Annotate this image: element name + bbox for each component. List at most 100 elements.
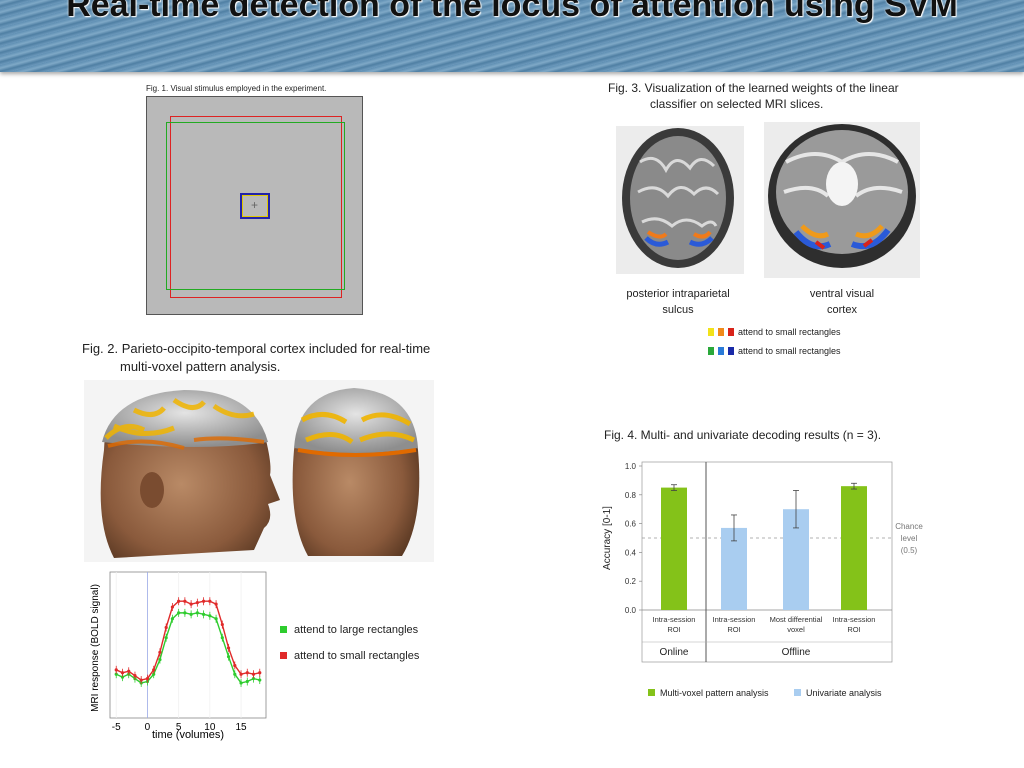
bold-data-point bbox=[177, 599, 181, 603]
bold-legend-label: attend to large rectangles bbox=[294, 624, 419, 636]
bold-data-point bbox=[226, 646, 231, 650]
fig1-yellow-small-rectangle bbox=[242, 195, 268, 217]
bold-data-point bbox=[251, 672, 256, 676]
fig1-green-rectangle bbox=[166, 122, 345, 290]
group-label-offline: Offline bbox=[782, 647, 811, 658]
accuracy-category-label: voxel bbox=[787, 625, 805, 634]
accuracy-category-label: Intra-session bbox=[833, 615, 876, 624]
fig3-caption-line1: Fig. 3. Visualization of the learned wei… bbox=[608, 81, 899, 95]
bold-data-point bbox=[152, 668, 156, 672]
bold-x-tick-label: 15 bbox=[235, 722, 247, 733]
bold-data-point bbox=[258, 678, 262, 682]
bold-data-point bbox=[214, 617, 218, 621]
accuracy-bar bbox=[721, 527, 747, 610]
accuracy-bar-chart: Accuracy [0-1] 0.0 0.2 0.4 0.6 0.8 1.0 Intra-… bbox=[602, 461, 923, 698]
legend-swatch-red bbox=[728, 328, 734, 336]
bold-data-point bbox=[120, 675, 125, 679]
fig2-brain-head-images bbox=[84, 380, 434, 562]
group-label-online: Online bbox=[660, 647, 689, 658]
accuracy-y-axis-label: Accuracy [0-1] bbox=[602, 506, 613, 570]
side-view-head bbox=[100, 390, 281, 558]
fig3-label-right-line1: ventral visual bbox=[809, 288, 875, 300]
legend-swatch-blue bbox=[718, 347, 724, 355]
accuracy-category-label: ROI bbox=[667, 625, 680, 634]
bold-data-point bbox=[127, 669, 131, 673]
bold-data-point bbox=[239, 672, 243, 676]
title-banner: Real-time detection of the locus of atte… bbox=[0, 0, 1024, 72]
fig1-red-rectangle bbox=[170, 116, 342, 298]
fig1-caption: Fig. 1. Visual stimulus employed in the … bbox=[146, 84, 327, 93]
bold-data-point bbox=[189, 602, 193, 606]
fig2-caption-line2: multi-voxel pattern analysis. bbox=[120, 359, 281, 374]
fig1-fixation-cross: + bbox=[251, 198, 259, 212]
accuracy-y-tick-label: 0.4 bbox=[625, 548, 637, 557]
bold-data-point bbox=[158, 650, 162, 654]
chance-label-line2: level bbox=[901, 534, 918, 543]
bold-data-point bbox=[139, 678, 143, 682]
accuracy-bar bbox=[661, 487, 687, 610]
fig3-label-left-line1: posterior intraparietal bbox=[626, 288, 730, 300]
bold-data-point bbox=[183, 611, 187, 615]
fig2-caption-line1: Fig. 2. Parieto-occipito-temporal cortex… bbox=[82, 341, 431, 356]
bold-data-point bbox=[233, 672, 237, 676]
bold-data-point bbox=[220, 636, 224, 640]
bold-data-point bbox=[158, 658, 162, 662]
accuracy-bar bbox=[841, 486, 867, 610]
bold-data-point bbox=[233, 663, 237, 668]
legend-swatch-orange bbox=[718, 328, 724, 336]
fig3-label-left-line2: sulcus bbox=[662, 304, 694, 316]
fig2-caption: Fig. 2. Parieto-occipito-temporal cortex… bbox=[82, 340, 462, 376]
bold-x-tick-label: 10 bbox=[204, 722, 216, 733]
accuracy-y-tick-label: 0.8 bbox=[625, 491, 637, 500]
bold-data-point bbox=[258, 671, 262, 675]
accuracy-y-tick-label: 0.2 bbox=[625, 577, 637, 586]
accuracy-category-label: Most differential bbox=[770, 615, 823, 624]
bold-data-point bbox=[164, 625, 168, 630]
bold-data-point bbox=[245, 679, 249, 684]
fig3-legend-warm-label: attend to small rectangles bbox=[738, 327, 841, 337]
bold-data-point bbox=[183, 599, 187, 603]
bold-x-tick-label: 5 bbox=[176, 722, 182, 733]
bold-data-point bbox=[177, 611, 181, 615]
fig4-caption: Fig. 4. Multi- and univariate decoding r… bbox=[604, 428, 882, 442]
legend-label-mvpa: Multi-voxel pattern analysis bbox=[660, 688, 769, 698]
bold-data-point bbox=[133, 674, 137, 678]
chance-label-line3: (0.5) bbox=[901, 546, 918, 555]
fig3-mri-slices bbox=[616, 122, 920, 278]
bold-data-point bbox=[226, 655, 231, 659]
legend-swatch-yellow bbox=[708, 328, 714, 336]
chance-label-line1: Chance bbox=[895, 522, 923, 531]
bold-data-point bbox=[214, 602, 218, 606]
bold-data-point bbox=[189, 612, 193, 616]
legend-label-univariate: Univariate analysis bbox=[806, 688, 882, 698]
bold-data-point bbox=[195, 611, 199, 615]
bold-data-point bbox=[120, 671, 125, 675]
bold-legend-label: attend to small rectangles bbox=[294, 650, 420, 662]
bold-data-point bbox=[202, 612, 206, 616]
accuracy-y-tick-label: 0.6 bbox=[625, 520, 637, 529]
accuracy-category-label: Intra-session bbox=[713, 615, 756, 624]
bold-data-point bbox=[164, 636, 168, 640]
legend-swatch-dark-blue bbox=[728, 347, 734, 355]
bold-data-point bbox=[170, 617, 174, 621]
bold-data-point bbox=[152, 672, 156, 676]
bold-data-point bbox=[245, 671, 249, 675]
slide-title: Real-time detection of the locus of atte… bbox=[66, 0, 958, 24]
accuracy-category-label: Intra-session bbox=[653, 615, 696, 624]
bold-x-axis-label: time (volumes) bbox=[152, 729, 224, 741]
fig3-legend-cool: attend to small rectangles bbox=[708, 346, 841, 356]
bold-data-point bbox=[195, 601, 199, 605]
bold-response-chart: MRI response (BOLD signal) time (volumes… bbox=[90, 571, 420, 741]
fig3-label-left: posterior intraparietal sulcus bbox=[620, 286, 736, 318]
legend-swatch-mvpa bbox=[648, 689, 655, 696]
bold-legend-swatch bbox=[280, 652, 287, 659]
bold-data-point bbox=[114, 672, 118, 676]
bold-data-point bbox=[114, 668, 118, 672]
fig1-blue-small-rectangle bbox=[240, 193, 270, 219]
back-view-head bbox=[292, 388, 420, 556]
fig3-label-right: ventral visual cortex bbox=[784, 286, 900, 318]
accuracy-y-tick-label: 1.0 bbox=[625, 462, 637, 471]
bold-data-point bbox=[239, 681, 243, 685]
fig3-legend-warm: attend to small rectangles bbox=[708, 327, 841, 337]
fig3-caption-line2: classifier on selected MRI slices. bbox=[650, 97, 824, 111]
